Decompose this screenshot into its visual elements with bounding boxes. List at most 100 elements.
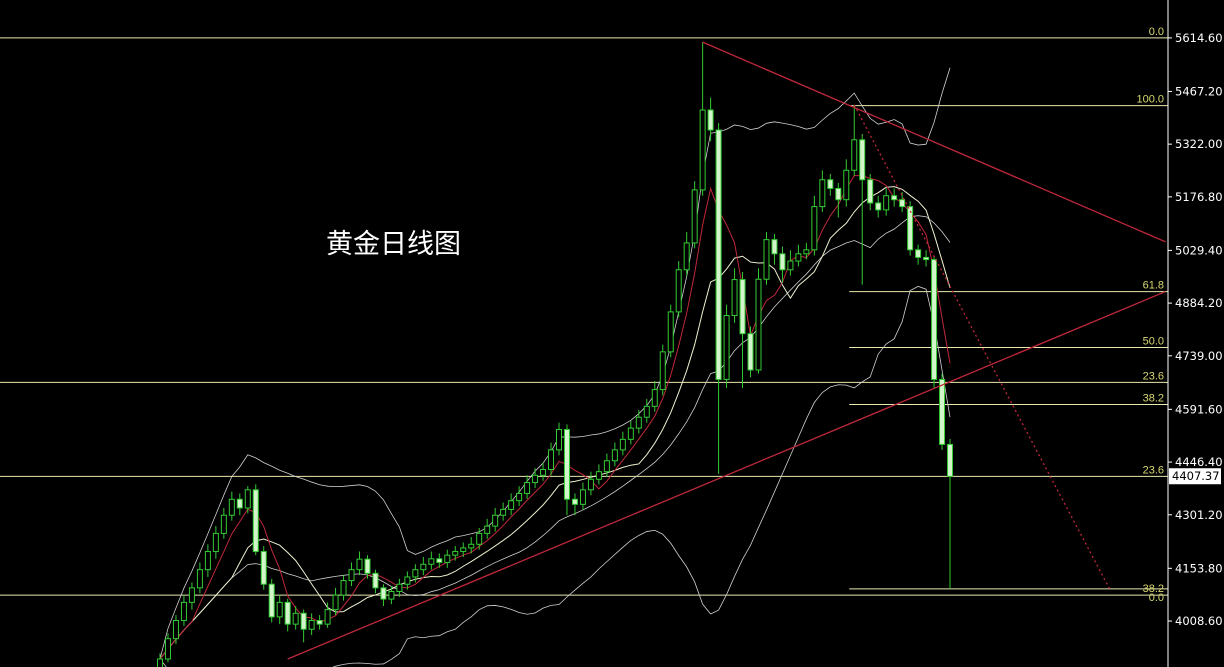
candle-up [524,482,531,494]
candle-up [587,478,594,491]
candle-down [268,583,275,618]
candle-up [452,551,459,556]
candle-up [675,269,682,313]
candle-up [683,242,690,271]
candle-up [324,609,331,625]
candle-up [803,249,810,255]
candle-up [811,206,818,251]
candle-up [164,638,171,660]
price-tick-label: 4301.20 [1175,508,1223,522]
candle-up [308,620,315,630]
fib-level-label: 23.6 [1143,464,1164,476]
candle-down [875,202,882,211]
price-tick-label: 4008.60 [1175,614,1223,628]
current-price-box [1169,468,1221,485]
fib-level-label: 50.0 [1143,335,1164,347]
candle-up [843,169,850,201]
candle-up [484,525,491,534]
candle-down [252,489,259,553]
candle-down [284,601,291,625]
candle-down [835,187,842,201]
candle-up [396,583,403,592]
fib-level-label: 0.0 [1149,26,1164,38]
candle-down [260,551,267,585]
candle-up [579,489,586,505]
candle-up [851,139,858,171]
bollinger-lower [159,285,951,667]
candle-up [540,468,547,476]
price-tick-label: 5467.20 [1175,84,1223,98]
candle-up [651,389,658,407]
candle-down [236,498,243,509]
candle-up [643,405,650,418]
candle-down [891,195,898,201]
candle-up [556,429,562,451]
candle-down [316,620,323,625]
trendline [702,41,1166,243]
candle-up [244,489,251,509]
fib-level-label: 0.0 [1149,592,1164,604]
candle-up [196,569,203,589]
candle-up [348,569,355,582]
candle-down [372,572,379,589]
candle-up [500,508,507,516]
candle-up [220,514,227,534]
candle-up [532,474,539,484]
candle-up [212,532,219,553]
candle-up [332,594,339,611]
candle-down [436,558,443,563]
candle-down [571,498,578,505]
candle-down [827,179,834,189]
candle-up [619,438,626,451]
candle-down [867,179,874,204]
fib-level-label: 23.6 [1143,370,1164,382]
candle-down [563,429,570,500]
candle-up [516,492,523,502]
fib-level-label: 100.0 [1136,94,1164,106]
candle-down [923,256,930,261]
candle-down [899,199,906,208]
candle-up [428,558,435,565]
candle-up [691,189,698,244]
candle-up [763,239,770,280]
candle-up [731,279,738,317]
bollinger-middle [159,215,951,660]
fib-level-label: 38.2 [1143,392,1164,404]
candle-up [755,278,762,371]
price-tick-label: 4591.60 [1175,402,1223,416]
candle-up [420,563,427,571]
candle-down [931,259,938,380]
candle-up [699,109,706,191]
candle-up [412,569,419,578]
price-tick-label: 5176.80 [1175,190,1223,204]
candle-up [635,416,642,429]
candle-up [276,601,283,618]
candle-up [388,590,395,600]
candle-up [603,460,610,473]
ma5-line [159,175,951,660]
candle-up [476,532,483,545]
candle-up [595,471,602,480]
candle-down [747,333,754,371]
candle-down [300,612,307,630]
candle-up [356,558,363,571]
candle-up [795,253,802,262]
candle-up [627,427,634,440]
candle-up [611,449,618,462]
price-tick-label: 4884.20 [1175,296,1223,310]
candle-down [380,587,387,600]
candle-down [915,249,922,258]
candle-down [859,139,866,181]
candle-up [667,311,674,353]
candle-up [292,612,299,625]
candle-down [779,253,786,271]
candle-down [771,239,778,255]
candle-down [715,129,722,380]
candle-up [204,551,211,571]
candle-down [364,558,371,574]
price-tick-label: 4446.40 [1175,455,1223,469]
candle-up [157,658,163,667]
trendline [853,104,1111,590]
candle-up [188,587,195,603]
